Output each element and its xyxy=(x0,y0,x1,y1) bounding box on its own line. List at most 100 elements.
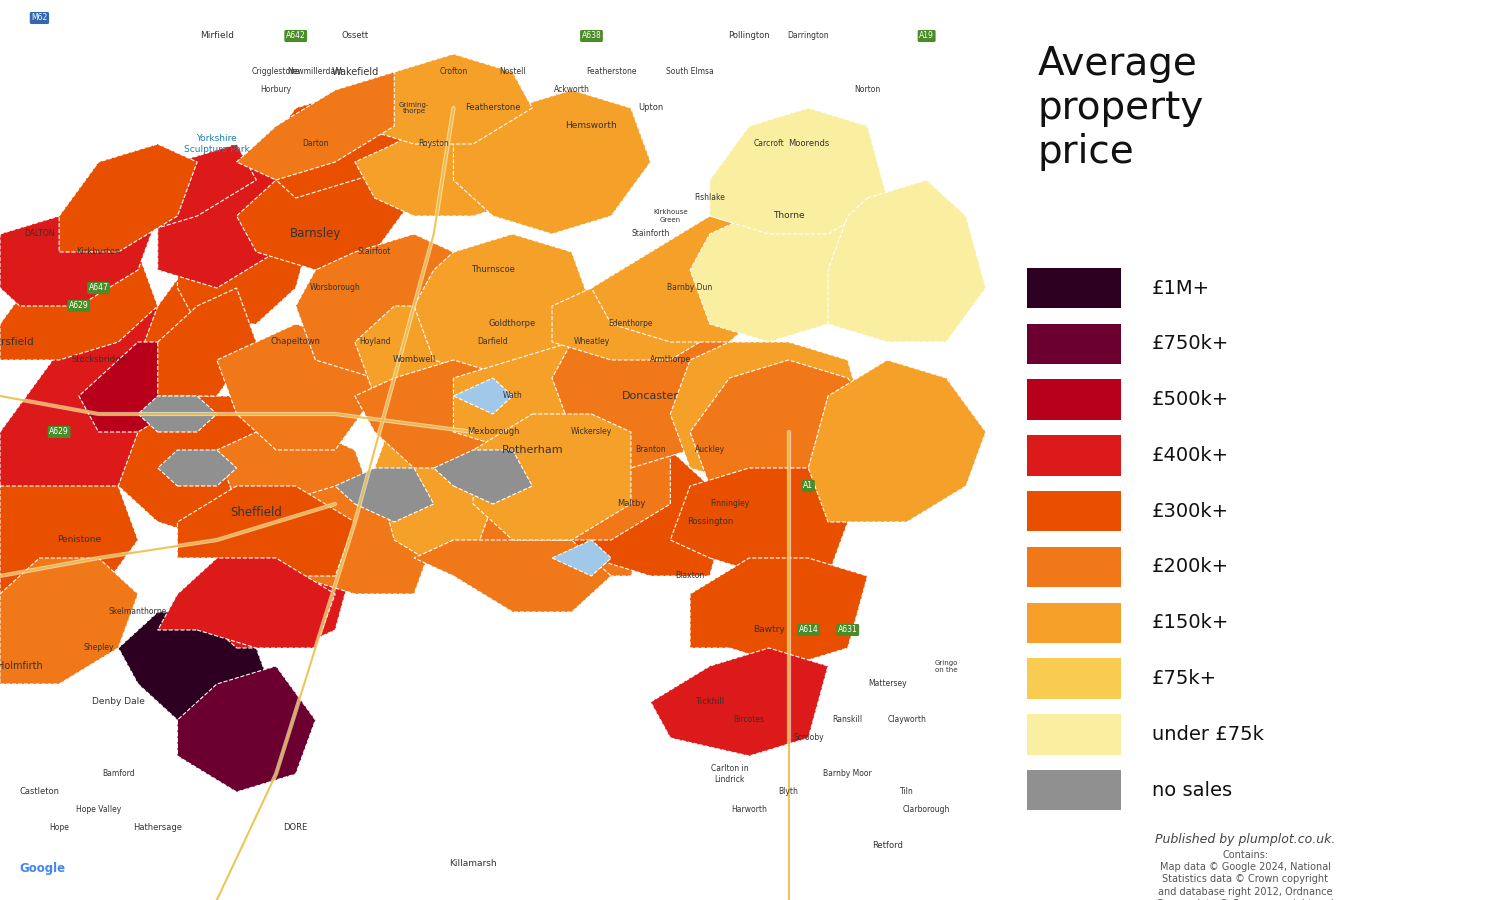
Text: Huddersfield: Huddersfield xyxy=(0,337,33,347)
Text: A629: A629 xyxy=(50,428,69,436)
Text: Clarborough: Clarborough xyxy=(903,806,950,814)
Polygon shape xyxy=(355,360,533,468)
Polygon shape xyxy=(119,612,275,738)
Text: Holmfirth: Holmfirth xyxy=(0,661,42,671)
Text: Crofton: Crofton xyxy=(439,68,468,76)
Polygon shape xyxy=(138,144,256,234)
Text: Wath: Wath xyxy=(503,392,522,400)
Text: Edenthorpe: Edenthorpe xyxy=(608,320,653,328)
Text: Google: Google xyxy=(20,862,66,875)
Text: £1M+: £1M+ xyxy=(1151,278,1210,298)
Text: Denby Dale: Denby Dale xyxy=(92,698,144,706)
Text: DALTON: DALTON xyxy=(24,230,54,238)
Text: Gringo
on the: Gringo on the xyxy=(935,660,959,672)
Polygon shape xyxy=(355,288,552,414)
Text: Wickersley: Wickersley xyxy=(570,428,613,436)
Text: Rotherham: Rotherham xyxy=(501,445,563,455)
Text: Killamarsh: Killamarsh xyxy=(450,860,497,868)
Polygon shape xyxy=(414,234,591,378)
Text: Ackworth: Ackworth xyxy=(554,86,590,94)
Polygon shape xyxy=(808,360,986,522)
Polygon shape xyxy=(158,162,295,288)
Text: £750k+: £750k+ xyxy=(1151,334,1230,354)
Text: A642: A642 xyxy=(286,32,306,40)
Text: Upton: Upton xyxy=(638,104,664,112)
Polygon shape xyxy=(59,144,197,252)
Text: Contains:
Map data © Google 2024, National
Statistics data © Crown copyright
and: Contains: Map data © Google 2024, Nation… xyxy=(1157,850,1333,900)
Bar xyxy=(1028,546,1121,588)
Text: Wakefield: Wakefield xyxy=(331,67,378,77)
Bar xyxy=(1028,323,1121,364)
Text: Hathersage: Hathersage xyxy=(134,824,182,832)
Polygon shape xyxy=(178,666,316,792)
Bar xyxy=(1028,714,1121,754)
Text: Castleton: Castleton xyxy=(20,788,59,796)
Polygon shape xyxy=(552,450,730,576)
Polygon shape xyxy=(670,468,847,576)
Text: Average
property
price: Average property price xyxy=(1038,45,1204,171)
Text: Bawtry: Bawtry xyxy=(752,626,784,634)
Text: A19: A19 xyxy=(920,32,935,40)
Text: A631: A631 xyxy=(838,626,858,634)
Text: Scrooby: Scrooby xyxy=(793,734,823,742)
Polygon shape xyxy=(689,180,888,342)
Polygon shape xyxy=(453,90,650,234)
Polygon shape xyxy=(355,54,533,144)
Polygon shape xyxy=(591,216,789,342)
Text: Hemsworth: Hemsworth xyxy=(566,122,617,130)
Text: Barnsley: Barnsley xyxy=(290,228,342,240)
Text: Hope Valley: Hope Valley xyxy=(75,806,122,814)
Polygon shape xyxy=(414,540,611,612)
Bar xyxy=(1028,379,1121,419)
Text: £500k+: £500k+ xyxy=(1151,390,1230,410)
Text: Moorends: Moorends xyxy=(787,140,829,148)
Text: Carlton in
Lindrick: Carlton in Lindrick xyxy=(710,764,748,784)
Polygon shape xyxy=(552,540,611,576)
Text: A1: A1 xyxy=(804,482,813,490)
Bar xyxy=(1028,603,1121,643)
Text: £75k+: £75k+ xyxy=(1151,669,1218,689)
Text: M62: M62 xyxy=(32,14,48,22)
Polygon shape xyxy=(138,234,256,396)
Polygon shape xyxy=(494,432,670,540)
Text: Barnby Moor: Barnby Moor xyxy=(823,770,871,778)
Text: £150k+: £150k+ xyxy=(1151,613,1230,633)
Polygon shape xyxy=(217,324,375,450)
Text: Carcroft: Carcroft xyxy=(754,140,784,148)
Polygon shape xyxy=(453,342,631,450)
Text: A614: A614 xyxy=(799,626,819,634)
Text: under £75k: under £75k xyxy=(1151,724,1264,744)
Text: Featherstone: Featherstone xyxy=(465,104,521,112)
Text: Doncaster: Doncaster xyxy=(622,391,679,401)
Text: Skelmanthorpe: Skelmanthorpe xyxy=(108,608,167,616)
Text: Thurnscoe: Thurnscoe xyxy=(471,266,515,274)
Polygon shape xyxy=(689,360,888,504)
Polygon shape xyxy=(552,324,749,468)
Bar xyxy=(1028,267,1121,308)
Text: Bircotes: Bircotes xyxy=(734,716,765,724)
Polygon shape xyxy=(78,342,197,432)
Text: A629: A629 xyxy=(69,302,89,310)
Text: £400k+: £400k+ xyxy=(1151,446,1230,465)
Bar xyxy=(1028,658,1121,698)
Text: no sales: no sales xyxy=(1151,780,1233,800)
Text: Wombwell: Wombwell xyxy=(393,356,435,364)
Text: Stainforth: Stainforth xyxy=(632,230,670,238)
Text: Newmillerdam: Newmillerdam xyxy=(287,68,343,76)
Text: Norton: Norton xyxy=(855,86,880,94)
Polygon shape xyxy=(178,486,355,576)
Text: Bamford: Bamford xyxy=(102,770,134,778)
Text: A647: A647 xyxy=(89,284,108,292)
Text: Goldthorpe: Goldthorpe xyxy=(489,320,536,328)
Text: Auckley: Auckley xyxy=(695,446,725,454)
Text: Worsborough: Worsborough xyxy=(310,284,361,292)
Text: Yorkshire
Sculpture Park: Yorkshire Sculpture Park xyxy=(184,134,250,154)
Polygon shape xyxy=(0,234,158,360)
Polygon shape xyxy=(473,414,631,540)
Polygon shape xyxy=(158,288,256,396)
Text: Wheatley: Wheatley xyxy=(573,338,610,346)
Text: Tiln: Tiln xyxy=(900,788,914,796)
Text: Stocksbridge: Stocksbridge xyxy=(71,356,126,364)
Polygon shape xyxy=(197,522,355,648)
Polygon shape xyxy=(828,180,986,342)
